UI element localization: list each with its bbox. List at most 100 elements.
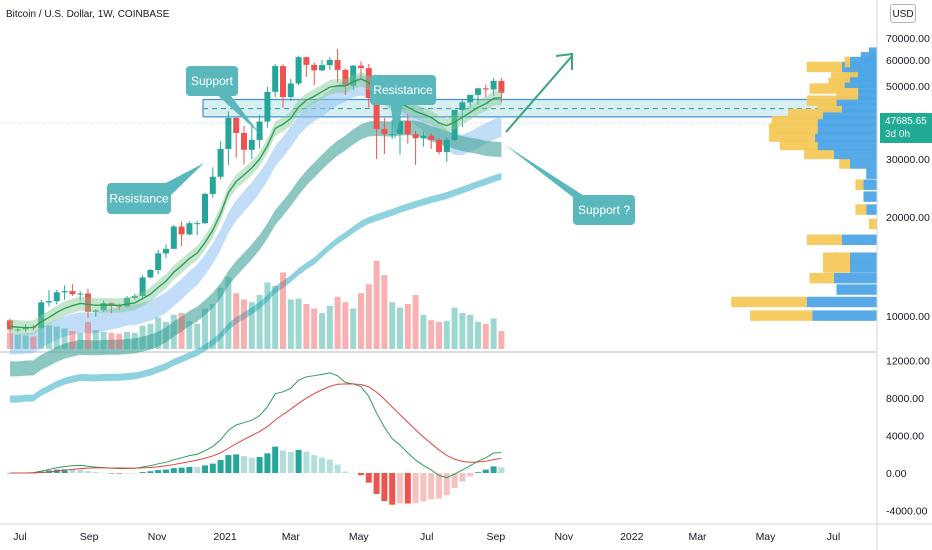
macd-histogram-bar xyxy=(404,473,411,504)
candle-body xyxy=(108,303,115,306)
macd-histogram-bar xyxy=(100,472,107,474)
macd-tick-label: 12000.00 xyxy=(886,356,930,368)
volume-bar xyxy=(53,326,60,349)
time-tick-label: Sep xyxy=(80,531,99,543)
candle-body xyxy=(280,66,286,98)
candle-body xyxy=(53,292,60,302)
vp-sell-bar xyxy=(806,95,837,106)
volume-bar xyxy=(69,331,76,349)
vp-buy-bar xyxy=(850,158,877,169)
vp-buy-bar xyxy=(844,77,877,89)
macd-histogram-bar xyxy=(412,473,419,504)
candle-body xyxy=(14,329,21,331)
candle-body xyxy=(436,139,442,153)
candle-body xyxy=(467,94,474,103)
macd-histogram-bar xyxy=(85,471,91,473)
time-tick-label: 2021 xyxy=(213,531,237,543)
macd-histogram-bar xyxy=(178,467,185,473)
support-question-pointer xyxy=(505,145,592,201)
macd-histogram-bar xyxy=(334,464,341,473)
price-tick-label: 70000.00 xyxy=(886,33,930,45)
candle-body xyxy=(381,129,388,135)
volume-bar xyxy=(108,332,115,349)
price-tick-label: 60000.00 xyxy=(886,55,930,67)
candle-body xyxy=(85,293,91,312)
volume-bar xyxy=(381,275,388,349)
volume-bar xyxy=(209,304,216,349)
candle-body xyxy=(178,226,185,235)
macd-pane xyxy=(7,372,505,505)
macd-histogram-bar xyxy=(365,473,372,483)
vp-buy-bar xyxy=(866,168,877,179)
volume-bar xyxy=(420,314,427,349)
candle-body xyxy=(170,226,177,249)
candle-body xyxy=(92,310,99,312)
volume-bar xyxy=(30,336,37,349)
volume-bar xyxy=(233,293,240,349)
candle-body xyxy=(163,248,169,254)
candle-body xyxy=(373,97,380,130)
candle-body xyxy=(256,121,263,140)
support-question-box xyxy=(573,195,635,225)
vp-buy-bar xyxy=(858,89,877,100)
volume-bar xyxy=(163,322,169,349)
macd-histogram-bar xyxy=(303,451,310,473)
time-tick-label: Jul xyxy=(827,531,840,543)
volume-bar xyxy=(334,296,341,349)
volume-bar xyxy=(264,282,271,349)
time-tick-label: Jul xyxy=(13,531,26,543)
candle-body xyxy=(202,193,208,224)
macd-histogram-bar xyxy=(147,471,154,473)
macd-histogram-bar xyxy=(311,455,318,473)
volume-bar xyxy=(451,307,458,349)
macd-histogram-bar xyxy=(389,473,396,505)
price-tick-label: 10000.00 xyxy=(886,311,930,323)
macd-tick-label: 8000.00 xyxy=(886,393,924,405)
vp-sell-bar xyxy=(750,310,813,321)
volume-bar xyxy=(303,304,310,349)
vp-sell-bar xyxy=(769,123,818,134)
vp-sell-bar xyxy=(731,296,807,308)
vp-buy-bar xyxy=(806,296,877,308)
macd-histogram-bar xyxy=(475,472,481,473)
volume-bar xyxy=(241,299,247,349)
currency-badge[interactable]: USD xyxy=(890,4,916,23)
vp-buy-bar xyxy=(866,204,877,215)
macd-histogram-bar xyxy=(420,473,427,502)
vp-sell-bar xyxy=(839,158,850,169)
vp-buy-bar xyxy=(833,272,877,284)
macd-histogram-bar xyxy=(397,473,403,504)
trend-arrow-head xyxy=(555,52,573,70)
macd-histogram-bar xyxy=(139,472,146,473)
macd-histogram-bar xyxy=(482,469,489,473)
vp-buy-bar xyxy=(850,72,877,83)
vp-buy-bar xyxy=(836,95,877,106)
macd-histogram-bar xyxy=(498,467,505,473)
macd-histogram-bar xyxy=(186,467,193,473)
macd-histogram-bar xyxy=(280,450,286,473)
candle-body xyxy=(303,57,310,65)
price-tick-label: 30000.00 xyxy=(886,154,930,166)
trend-arrow-line xyxy=(505,55,573,133)
annotations: Support Resistance Resistance Support ? xyxy=(107,52,635,225)
volume-bar xyxy=(498,331,505,349)
time-tick-label: May xyxy=(349,531,370,543)
volume-bar xyxy=(38,327,45,349)
volume-bar xyxy=(358,293,364,349)
price-lines xyxy=(9,71,502,335)
volume-bar xyxy=(428,320,435,349)
volume-bar xyxy=(202,308,208,349)
volume-bar xyxy=(342,302,349,349)
candle-body xyxy=(209,176,216,194)
volume-bar xyxy=(295,298,302,349)
macd-histogram-bar xyxy=(241,456,247,473)
volume-bar xyxy=(482,323,489,349)
volume-bar xyxy=(287,299,294,349)
chart-title: Bitcoin / U.S. Dollar, 1W, COINBASE xyxy=(6,9,170,20)
vp-buy-bar xyxy=(817,123,877,134)
candle-body xyxy=(225,117,232,149)
vp-buy-bar xyxy=(817,115,877,127)
vp-sell-bar xyxy=(779,139,818,151)
volume-bar xyxy=(326,305,333,349)
